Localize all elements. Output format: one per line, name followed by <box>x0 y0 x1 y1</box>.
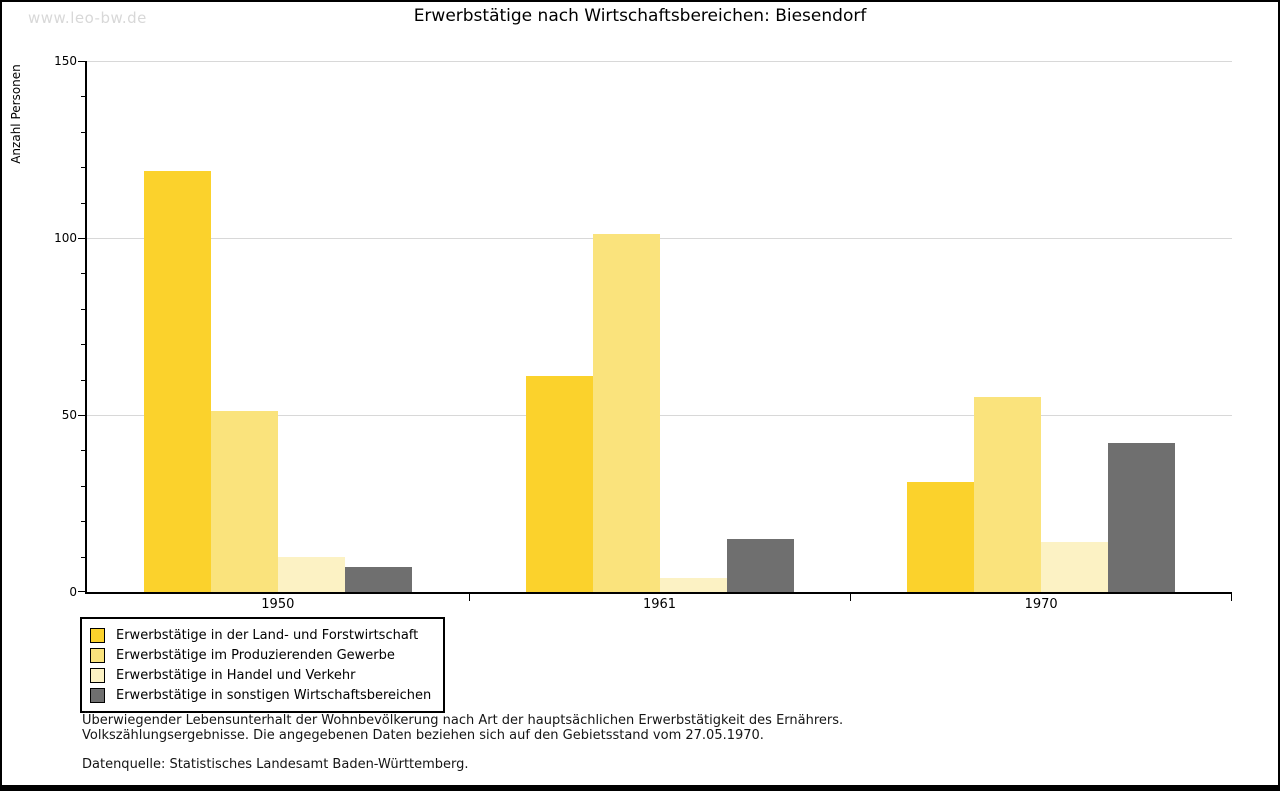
y-axis-tick <box>78 415 85 416</box>
y-axis-tick <box>78 591 85 592</box>
y-axis-minor-tick <box>81 521 85 523</box>
y-axis-minor-tick <box>81 202 85 204</box>
bar <box>592 234 660 592</box>
legend-label: Erwerbstätige in sonstigen Wirtschaftsbe… <box>116 687 432 703</box>
bar <box>659 577 727 592</box>
y-axis-tick <box>78 238 85 239</box>
data-source: Datenquelle: Statistisches Landesamt Bad… <box>82 757 469 772</box>
y-axis-minor-tick <box>81 556 85 558</box>
legend-label: Erwerbstätige in Handel und Verkehr <box>116 667 356 683</box>
legend: Erwerbstätige in der Land- und Forstwirt… <box>80 617 446 713</box>
footnotes: Überwiegender Lebensunterhalt der Wohnbe… <box>82 713 843 772</box>
y-axis-minor-tick <box>81 379 85 381</box>
bar <box>210 411 278 592</box>
legend-item: Erwerbstätige in der Land- und Forstwirt… <box>90 625 431 645</box>
bar <box>974 397 1042 592</box>
legend-item: Erwerbstätige im Produzierenden Gewerbe <box>90 645 431 665</box>
chart-title: Erwerbstätige nach Wirtschaftsbereichen:… <box>413 6 867 26</box>
y-axis-minor-tick <box>81 273 85 275</box>
y-axis-tick-label: 150 <box>54 54 77 68</box>
bar <box>277 556 345 592</box>
y-axis-line <box>85 61 87 594</box>
y-axis-minor-tick <box>81 131 85 133</box>
legend-swatch-icon <box>90 647 105 663</box>
x-axis-category-label: 1970 <box>1024 597 1058 612</box>
gridline <box>87 61 1232 62</box>
legend-item: Erwerbstätige in Handel und Verkehr <box>90 665 431 685</box>
bar <box>1108 443 1176 592</box>
x-axis-tick <box>850 594 852 601</box>
bar <box>525 376 593 592</box>
legend-item: Erwerbstätige in sonstigen Wirtschaftsbe… <box>90 685 431 705</box>
legend-label: Erwerbstätige in der Land- und Forstwirt… <box>116 627 419 643</box>
x-axis-tick <box>468 594 470 601</box>
gridline <box>87 238 1232 239</box>
x-axis-category-label: 1950 <box>261 597 295 612</box>
footnote-line: Überwiegender Lebensunterhalt der Wohnbe… <box>82 713 844 728</box>
y-axis-label: Anzahl Personen <box>9 64 23 164</box>
legend-swatch-icon <box>90 627 105 643</box>
bar <box>344 567 412 592</box>
x-axis-tick <box>1231 594 1232 601</box>
y-axis-tick-label: 0 <box>69 585 77 599</box>
legend-swatch-icon <box>90 667 105 683</box>
y-axis-minor-tick <box>81 485 85 487</box>
y-axis-minor-tick <box>81 344 85 346</box>
bar <box>1041 542 1109 592</box>
legend-label: Erwerbstätige im Produzierenden Gewerbe <box>116 647 395 663</box>
y-axis-tick-label: 50 <box>61 408 77 422</box>
watermark: www.leo-bw.de <box>28 9 147 27</box>
plot-area: 0 50 100 150 1950 1961 1970 <box>54 54 1232 612</box>
legend-swatch-icon <box>90 687 105 703</box>
y-axis-minor-tick <box>81 96 85 98</box>
x-axis-line <box>85 592 1232 594</box>
bar <box>143 170 211 592</box>
y-axis-minor-tick <box>81 167 85 169</box>
y-axis-minor-tick <box>81 450 85 452</box>
gridline <box>87 415 1232 416</box>
bar <box>907 482 975 592</box>
footnote-line: Volkszählungsergebnisse. Die angegebenen… <box>82 728 764 743</box>
x-axis-category-label: 1961 <box>642 597 677 612</box>
y-axis-tick-label: 100 <box>54 231 77 245</box>
bar <box>726 538 794 592</box>
y-axis-tick <box>78 61 85 62</box>
y-axis-minor-tick <box>81 308 85 310</box>
